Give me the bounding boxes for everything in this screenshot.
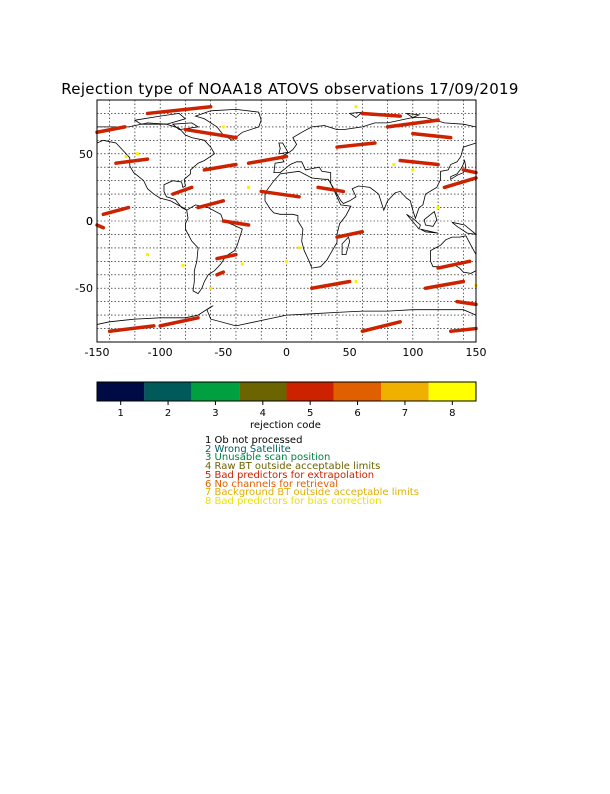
swath-segment xyxy=(107,324,156,333)
colorbar-swatch xyxy=(144,382,192,401)
legend-item: 6 No channels for retrieval xyxy=(205,478,339,490)
x-tick-label: -50 xyxy=(214,346,232,359)
coastlines xyxy=(96,108,478,327)
legend-item: 2 Wrong Satellite xyxy=(205,443,291,455)
swath-segment xyxy=(95,223,106,230)
obs-point xyxy=(135,152,139,156)
obs-point xyxy=(411,168,415,172)
legend-item: 8 Bad predictors for bias correction xyxy=(205,495,382,507)
swath-segment xyxy=(183,127,238,140)
swath-segment xyxy=(310,279,352,290)
swath-segment xyxy=(215,270,226,277)
x-tick-label: 0 xyxy=(283,346,290,359)
colorbar-swatch xyxy=(333,382,382,401)
colorbar-swatch xyxy=(381,382,429,401)
obs-point xyxy=(285,259,288,263)
x-tick-label: -150 xyxy=(85,346,110,359)
swath-segment xyxy=(360,320,402,333)
legend-item: 1 Ob not processed xyxy=(205,435,303,446)
obs-point xyxy=(221,125,225,129)
colorbar-label: rejection code xyxy=(250,420,321,431)
x-tick-label: 100 xyxy=(402,346,423,359)
swath-segment xyxy=(448,326,478,333)
y-tick-label: 50 xyxy=(79,148,93,161)
map-frame xyxy=(96,99,477,343)
swath-segment xyxy=(455,299,478,307)
swath-segment xyxy=(461,168,478,175)
colorbar-swatch xyxy=(428,382,476,401)
obs-point xyxy=(354,280,358,283)
colorbar: 1 2 3 4 5 6 7 8 xyxy=(96,381,477,419)
swath-segment xyxy=(95,125,127,135)
rejection-swaths xyxy=(95,104,478,333)
legend-item: 3 Unusable scan position xyxy=(205,452,331,464)
colorbar-swatch xyxy=(191,382,240,401)
colorbar-swatch xyxy=(286,382,334,401)
y-tick-label: -50 xyxy=(75,282,93,295)
swath-segment xyxy=(196,199,226,210)
x-tick-label: 50 xyxy=(343,346,357,359)
x-tick-label: 150 xyxy=(466,346,487,359)
obs-point xyxy=(124,154,128,158)
legend: 1 Ob not processed 2 Wrong Satellite 3 Unu… xyxy=(205,435,419,507)
y-tick-label-zero: 0 xyxy=(86,215,93,228)
swath-segment xyxy=(335,141,377,149)
colorbar-tick-label: 1 xyxy=(118,408,124,419)
swath-segment xyxy=(360,111,402,118)
colorbar-tick-label: 4 xyxy=(260,408,266,419)
swath-segment xyxy=(221,219,251,227)
colorbar-tick-label: 2 xyxy=(165,408,171,419)
swath-segment xyxy=(215,252,238,261)
x-tick-label: -100 xyxy=(148,346,173,359)
swath-segment xyxy=(385,118,440,129)
obs-point xyxy=(181,263,185,267)
colorbar-swatch xyxy=(97,382,145,401)
y-tick-label: 0 xyxy=(86,215,93,228)
swath-segment xyxy=(398,158,440,167)
swath-segment xyxy=(423,279,466,290)
colorbar-swatch xyxy=(239,382,287,401)
colorbar-frame xyxy=(96,381,477,402)
colorbar-tick-label: 3 xyxy=(212,408,218,419)
swath-segment xyxy=(259,189,301,199)
colorbar-tick-label: 5 xyxy=(307,408,313,419)
obs-point xyxy=(247,185,251,189)
swath-segment xyxy=(436,259,472,270)
swath-segment xyxy=(335,230,365,239)
obs-point xyxy=(240,262,244,266)
obs-point xyxy=(146,253,150,257)
map-title: Rejection type of NOAA18 ATOVS observati… xyxy=(61,80,519,98)
obs-point xyxy=(297,246,301,250)
swath-segment xyxy=(101,205,131,217)
swath-segment xyxy=(411,131,453,140)
swath-segment xyxy=(246,154,289,165)
colorbar-tick-label: 8 xyxy=(449,408,455,419)
map-plot-area xyxy=(95,99,478,343)
colorbar-tick-label: 6 xyxy=(354,408,360,419)
swath-segment xyxy=(114,157,150,165)
obs-point xyxy=(392,163,396,167)
swath-segment xyxy=(316,185,346,194)
obs-point xyxy=(209,286,213,290)
swath-segment xyxy=(171,185,194,196)
obs-point xyxy=(354,105,358,109)
legend-item: 7 Background BT outside acceptable limit… xyxy=(205,487,419,499)
swath-segment xyxy=(158,316,200,328)
swath-segment xyxy=(202,162,238,172)
obs-point xyxy=(436,206,440,210)
swath-segment xyxy=(145,104,213,116)
colorbar-tick-label: 7 xyxy=(402,408,408,419)
swath-segment xyxy=(442,176,478,190)
legend-item: 5 Bad predictors for extrapolation xyxy=(205,469,375,481)
legend-item: 4 Raw BT outside acceptable limits xyxy=(205,461,381,473)
